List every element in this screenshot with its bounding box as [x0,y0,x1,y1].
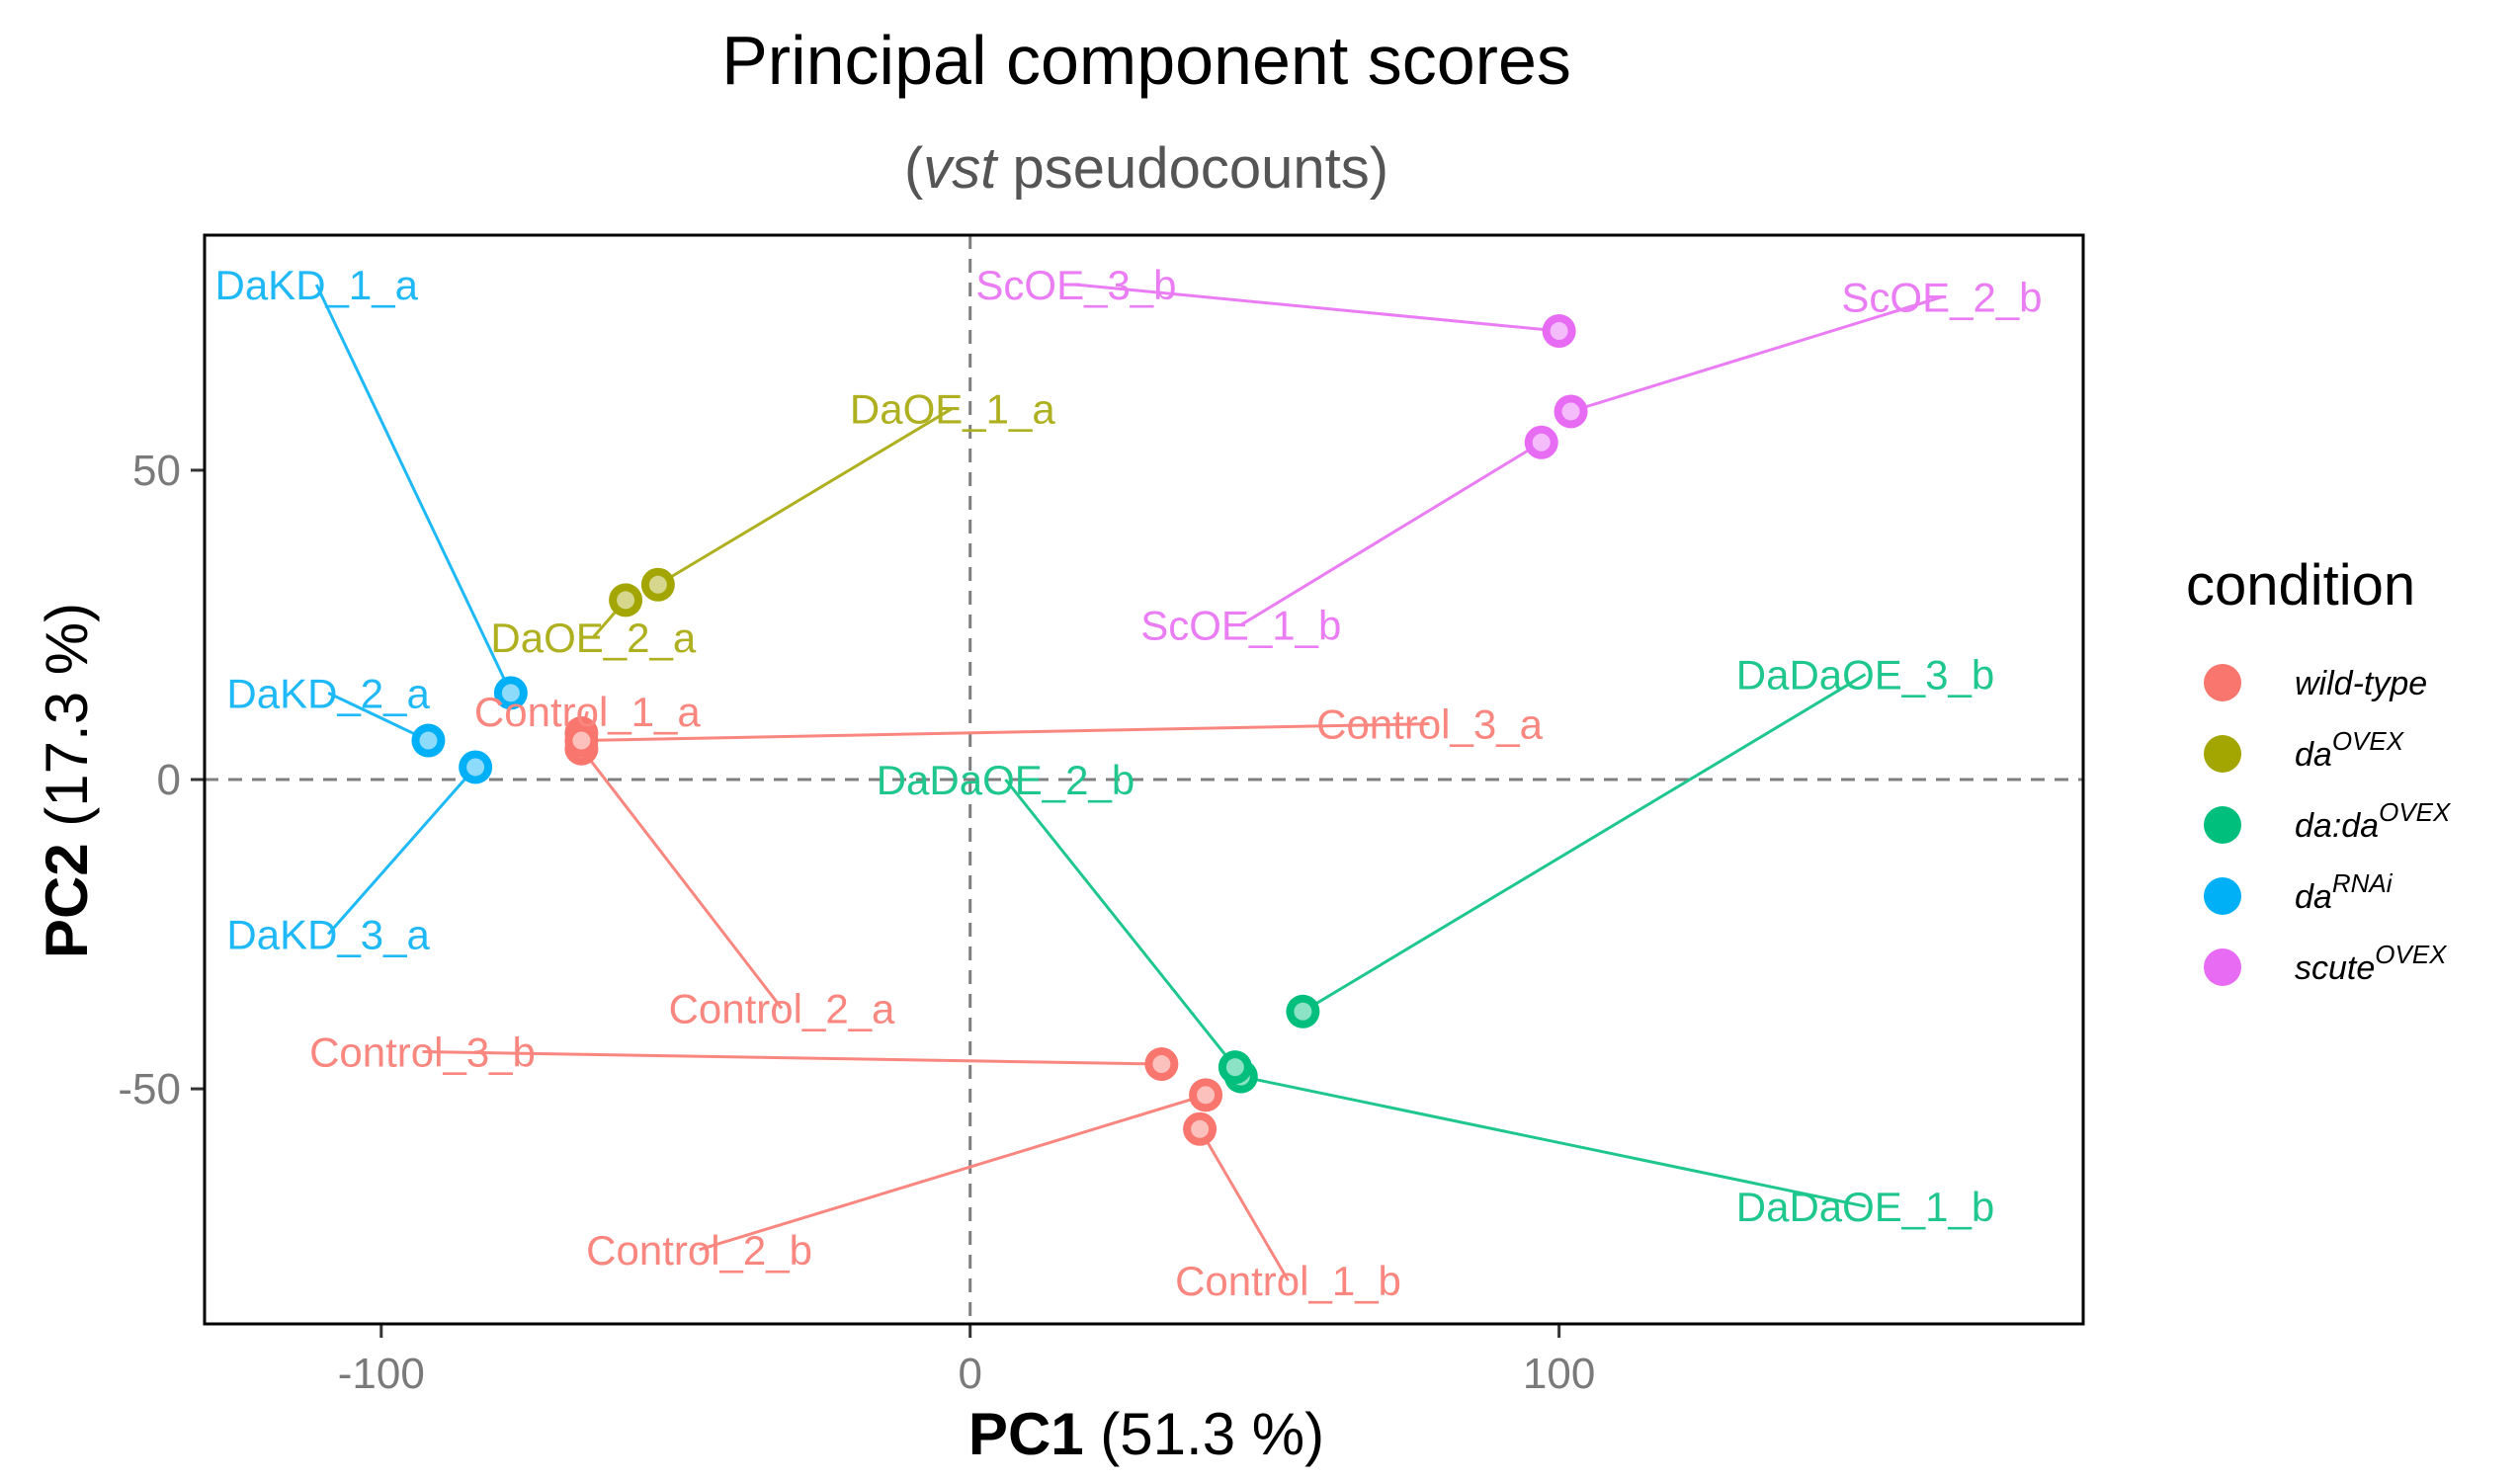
subtitle-italic: vst [923,136,999,201]
point-label: ScOE_1_b [1140,602,1341,648]
legend-entry-superscript: RNAi [2332,868,2394,898]
point-label: Control_2_b [586,1227,812,1274]
x-axis-title: PC1 (51.3 %) [968,1401,1324,1467]
label-connector [1240,441,1543,626]
legend-key [2204,948,2241,986]
legend-entry-label: scuteOVEX [2295,940,2448,987]
label-connector [581,722,1430,743]
data-point-center [466,758,485,777]
y-axis-title-bold: PC2 [34,843,100,958]
legend-key [2204,877,2241,915]
point-label: Control_1_a [474,689,701,735]
legend-key [2204,735,2241,773]
point-label: DaDaOE_1_b [1736,1184,1995,1230]
point-label: Control_2_a [669,986,895,1032]
x-tick-label: 0 [958,1350,981,1398]
legend-entry-superscript: OVEX [2332,726,2405,756]
data-point-center [501,684,520,702]
point-label: DaKD_1_a [214,262,418,308]
legend-entry-superscript: OVEX [2379,797,2452,827]
legend: condition wild-typedaOVEXda:daOVEXdaRNAi… [2186,553,2452,987]
legend-entry-label: wild-type [2295,665,2427,702]
point-label: Control_3_a [1316,701,1543,748]
legend-entry-label: daRNAi [2295,868,2394,916]
legend-entry-base: da [2295,878,2332,916]
plot-panel-border [203,233,2085,1326]
subtitle-rest: pseudocounts) [996,136,1388,201]
legend-key [2204,806,2241,844]
point-label: DaKD_2_a [226,670,430,716]
y-tick-label: 50 [132,447,181,495]
data-point-center [1294,1002,1312,1021]
y-tick-label: 0 [157,756,181,804]
y-axis-title-rest: (17.3 %) [34,603,100,843]
label-connector [657,407,954,587]
point-label: DaDaOE_3_b [1736,652,1995,699]
legend-entry-label: daOVEX [2295,726,2405,774]
point-label: DaKD_3_a [226,912,430,958]
legend-entry-base: scute [2295,949,2375,987]
label-connector [1198,1128,1290,1281]
label-connector [327,766,477,936]
label-connector [580,747,784,1010]
data-point-center [419,731,438,750]
x-tick-label: 100 [1523,1350,1595,1398]
point-label: ScOE_3_b [975,262,1176,308]
legend-entry-superscript: OVEX [2375,940,2448,969]
data-point-center [617,591,635,610]
x-tick-label: -100 [338,1350,425,1398]
legend-entry-base: da:da [2295,807,2379,845]
point-label: DaOE_1_a [850,385,1055,432]
label-connector [327,691,430,742]
x-axis-title-rest: (51.3 %) [1084,1401,1324,1467]
label-connector [1004,779,1237,1069]
data-point-center [1191,1119,1210,1138]
legend-entry-base: wild-type [2295,665,2427,702]
legend-title: condition [2186,553,2415,617]
data-point-center [1532,433,1551,452]
point-label: DaDaOE_2_b [877,757,1135,803]
data-point-center [1152,1055,1171,1074]
label-connector [422,1050,1162,1066]
data-point-center [572,731,591,750]
point-label: DaOE_2_a [490,615,696,661]
x-axis-title-bold: PC1 [968,1401,1084,1467]
chart-subtitle: (vst pseudocounts) [904,136,1388,201]
y-tick-label: -50 [118,1065,181,1113]
chart-title: Principal component scores [721,22,1571,99]
point-label: Control_1_b [1175,1258,1401,1304]
y-axis-title: PC2 (17.3 %) [34,603,100,958]
data-point-center [1561,402,1580,421]
data-point-center [648,575,667,594]
label-connector [1302,673,1867,1014]
legend-entry-base: da [2295,736,2332,774]
label-connector [699,1093,1207,1252]
label-connector [1570,295,1943,413]
data-point-center [1197,1086,1216,1105]
label-connector [1075,283,1559,333]
legend-key [2204,664,2241,701]
subtitle-open: ( [904,136,923,201]
plot-area: -100 0 100 -50 0 50 Control_1_a Control_2_a Cont… [118,233,2085,1398]
point-label: ScOE_2_b [1841,275,2042,321]
data-point-center [1550,322,1568,341]
data-point-center [1225,1058,1244,1077]
legend-entry-label: da:daOVEX [2295,797,2452,845]
label-connector [314,284,513,694]
point-label: Control_3_b [309,1029,536,1076]
label-connector [1240,1075,1866,1208]
